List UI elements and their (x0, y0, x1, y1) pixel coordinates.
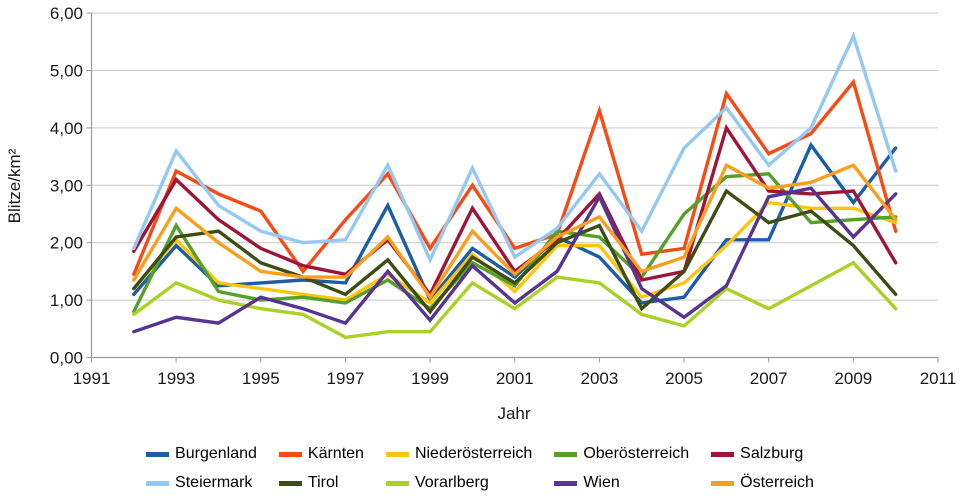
y-tick-label: 4,00 (50, 119, 83, 138)
legend-label: Wien (583, 474, 620, 491)
legend-item-oberösterreich: Oberösterreich (554, 441, 689, 467)
series-line-kärnten (132, 78, 898, 276)
series-line-niederösterreich (132, 200, 898, 306)
legend-swatch-icon (554, 451, 578, 457)
x-tick-label: 2001 (496, 369, 534, 388)
legend-label: Österreich (740, 474, 814, 491)
x-tick-label: 1997 (327, 369, 365, 388)
line-chart: 0,00 1,00 2,00 3,00 4,00 5,00 6,00 1991 1993 1995… (5, 4, 956, 423)
legend-swatch-icon (146, 480, 170, 486)
legend-label: Kärnten (307, 445, 364, 462)
series-lines (132, 31, 898, 340)
legend-item-burgenland: Burgenland (146, 441, 257, 467)
chart-area: 0,00 1,00 2,00 3,00 4,00 5,00 6,00 1991 1993 1995… (5, 4, 956, 423)
legend-swatch-icon (711, 451, 735, 457)
x-tick-label: 2003 (580, 369, 618, 388)
legend-item-vorarlberg: Vorarlberg (385, 470, 532, 496)
legend-swatch-icon (278, 480, 302, 486)
series-line-salzburg (132, 123, 898, 298)
y-tick-label: 3,00 (50, 176, 83, 195)
x-tick-label: 1999 (411, 369, 449, 388)
legend-swatch-icon (385, 451, 409, 457)
x-tick-label: 2011 (920, 369, 957, 388)
series-line-oberösterreich (132, 172, 898, 314)
axis-tick-labels: 0,00 1,00 2,00 3,00 4,00 5,00 6,00 1991 1993 1995… (50, 4, 956, 388)
legend-label: Vorarlberg (414, 474, 489, 491)
x-tick-label: 1993 (157, 369, 195, 388)
legend-item-österreich: Österreich (711, 470, 814, 496)
series-line-vorarlberg (132, 260, 898, 340)
legend-item-tirol: Tirol (278, 470, 364, 496)
legend-label: Steiermark (175, 474, 253, 491)
legend-swatch-icon (385, 480, 409, 486)
legend-swatch-icon (278, 451, 302, 457)
x-tick-label: 2009 (834, 369, 872, 388)
legend-label: Niederösterreich (414, 445, 533, 462)
y-tick-label: 5,00 (50, 62, 83, 81)
axes (86, 12, 939, 363)
series-line-tirol (132, 188, 898, 315)
legend-item-niederösterreich: Niederösterreich (385, 441, 533, 467)
series-line-burgenland (132, 141, 898, 305)
legend-swatch-icon (554, 480, 578, 486)
y-axis-title: Blitze/km² (5, 148, 24, 223)
legend-item-wien: Wien (554, 470, 689, 496)
legend-label: Salzburg (740, 445, 804, 462)
x-axis-title: Jahr (497, 404, 530, 423)
x-tick-label: 1991 (73, 369, 111, 388)
y-tick-label: 6,00 (50, 4, 83, 23)
series-line-steiermark (132, 31, 898, 265)
legend-label: Burgenland (175, 445, 257, 462)
x-tick-label: 2005 (665, 369, 703, 388)
x-tick-label: 2007 (750, 369, 788, 388)
y-tick-label: 1,00 (50, 291, 83, 310)
legend-label: Oberösterreich (583, 445, 690, 462)
series-line-österreich (132, 162, 898, 301)
series-line-wien (132, 186, 898, 334)
y-tick-label: 0,00 (50, 349, 83, 368)
x-tick-label: 1995 (242, 369, 280, 388)
legend-item-kärnten: Kärnten (278, 441, 364, 467)
y-tick-label: 2,00 (50, 234, 83, 253)
legend-label: Tirol (307, 474, 339, 491)
legend-swatch-icon (711, 480, 735, 486)
legend-swatch-icon (146, 451, 170, 457)
legend-item-steiermark: Steiermark (146, 470, 257, 496)
legend-item-salzburg: Salzburg (711, 441, 814, 467)
chart-legend: Burgenland Kärnten Niederösterreich Oberöst… (0, 441, 960, 496)
